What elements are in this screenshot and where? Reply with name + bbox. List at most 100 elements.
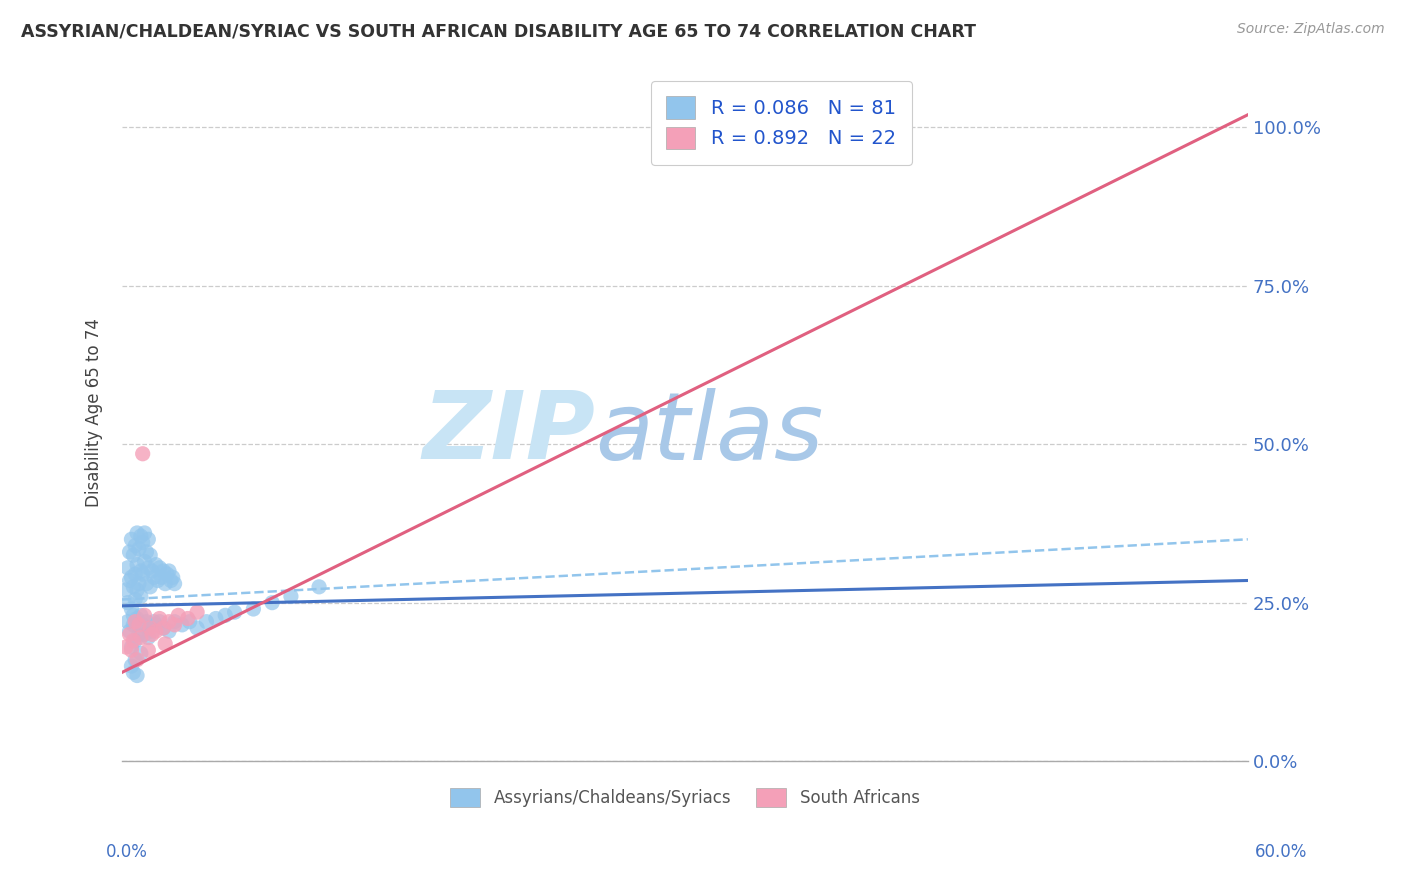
Point [120, 659, 142, 673]
Point [125, 611, 148, 625]
Point [120, 570, 142, 584]
Point [160, 574, 183, 588]
Point [124, 567, 146, 582]
Point [205, 611, 228, 625]
Text: 0.0%: 0.0% [105, 843, 148, 861]
Point [136, 643, 159, 657]
Point [163, 615, 186, 629]
Point [134, 627, 156, 641]
Point [141, 564, 163, 578]
Point [120, 602, 142, 616]
Point [122, 665, 145, 680]
Point [308, 580, 330, 594]
Point [155, 637, 177, 651]
Point [131, 617, 153, 632]
Point [134, 554, 156, 568]
Point [118, 627, 141, 641]
Text: atlas: atlas [595, 388, 823, 479]
Point [280, 590, 302, 604]
Point [167, 608, 190, 623]
Point [139, 621, 162, 635]
Point [118, 574, 141, 588]
Point [145, 558, 167, 572]
Point [152, 564, 174, 578]
Point [125, 653, 148, 667]
Text: Source: ZipAtlas.com: Source: ZipAtlas.com [1237, 22, 1385, 37]
Legend: Assyrians/Chaldeans/Syriacs, South Africans: Assyrians/Chaldeans/Syriacs, South Afric… [441, 780, 928, 815]
Point [114, 582, 136, 597]
Point [118, 624, 141, 639]
Point [142, 570, 165, 584]
Point [224, 605, 246, 619]
Point [177, 611, 200, 625]
Text: 60.0%: 60.0% [1256, 843, 1308, 861]
Point [163, 617, 186, 632]
Point [120, 640, 142, 654]
Point [186, 605, 208, 619]
Point [124, 653, 146, 667]
Point [125, 582, 148, 597]
Point [122, 548, 145, 562]
Point [152, 621, 174, 635]
Point [156, 567, 179, 582]
Point [135, 545, 157, 559]
Point [135, 615, 157, 629]
Point [139, 548, 162, 562]
Point [125, 558, 148, 572]
Point [124, 592, 146, 607]
Point [131, 535, 153, 549]
Point [242, 602, 264, 616]
Point [172, 617, 194, 632]
Point [139, 621, 162, 635]
Point [163, 576, 186, 591]
Point [134, 608, 156, 623]
Point [118, 545, 141, 559]
Point [131, 567, 153, 582]
Point [136, 631, 159, 645]
Point [145, 624, 167, 639]
Point [157, 624, 180, 639]
Point [139, 580, 162, 594]
Point [129, 590, 152, 604]
Point [146, 574, 169, 588]
Y-axis label: Disability Age 65 to 74: Disability Age 65 to 74 [86, 318, 103, 507]
Point [122, 617, 145, 632]
Point [124, 615, 146, 629]
Point [157, 615, 180, 629]
Point [157, 564, 180, 578]
Point [186, 621, 208, 635]
Point [120, 643, 142, 657]
Point [148, 615, 170, 629]
Point [117, 615, 139, 629]
Point [148, 561, 170, 575]
Point [129, 631, 152, 645]
Point [142, 615, 165, 629]
Point [117, 561, 139, 575]
Text: ASSYRIAN/CHALDEAN/SYRIAC VS SOUTH AFRICAN DISABILITY AGE 65 TO 74 CORRELATION CH: ASSYRIAN/CHALDEAN/SYRIAC VS SOUTH AFRICA… [21, 22, 976, 40]
Point [125, 668, 148, 682]
Point [262, 596, 284, 610]
Point [155, 576, 177, 591]
Point [125, 525, 148, 540]
Point [114, 640, 136, 654]
Point [129, 608, 152, 623]
Point [128, 576, 150, 591]
Point [136, 561, 159, 575]
Point [117, 596, 139, 610]
Point [162, 570, 184, 584]
Point [120, 533, 142, 547]
Point [141, 624, 163, 639]
Point [179, 615, 201, 629]
Point [122, 633, 145, 648]
Point [148, 611, 170, 625]
Point [134, 525, 156, 540]
Point [122, 580, 145, 594]
Point [141, 627, 163, 641]
Point [128, 617, 150, 632]
Point [131, 447, 153, 461]
Point [124, 633, 146, 648]
Point [128, 541, 150, 556]
Point [150, 570, 173, 584]
Point [152, 621, 174, 635]
Point [129, 646, 152, 660]
